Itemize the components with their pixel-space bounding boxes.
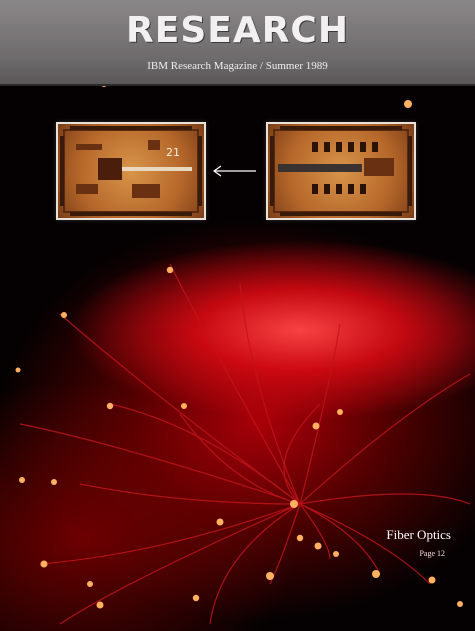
feature-title: Fiber Optics	[386, 527, 451, 542]
fiber-optic-strands	[15, 84, 471, 625]
feature-page-number: Page 12	[419, 549, 445, 558]
chip-photo-right	[266, 122, 416, 220]
masthead: RESEARCH IBM Research Magazine / Summer …	[0, 0, 475, 86]
chip-circuit-right	[270, 126, 412, 216]
chip-label: 21	[166, 146, 180, 159]
magazine-title: RESEARCH	[126, 10, 349, 51]
magazine-subtitle: IBM Research Magazine / Summer 1989	[147, 60, 328, 72]
chip-circuit-left	[60, 126, 202, 216]
left-arrow-icon	[212, 165, 256, 177]
chip-photo-left: 21	[56, 122, 206, 220]
